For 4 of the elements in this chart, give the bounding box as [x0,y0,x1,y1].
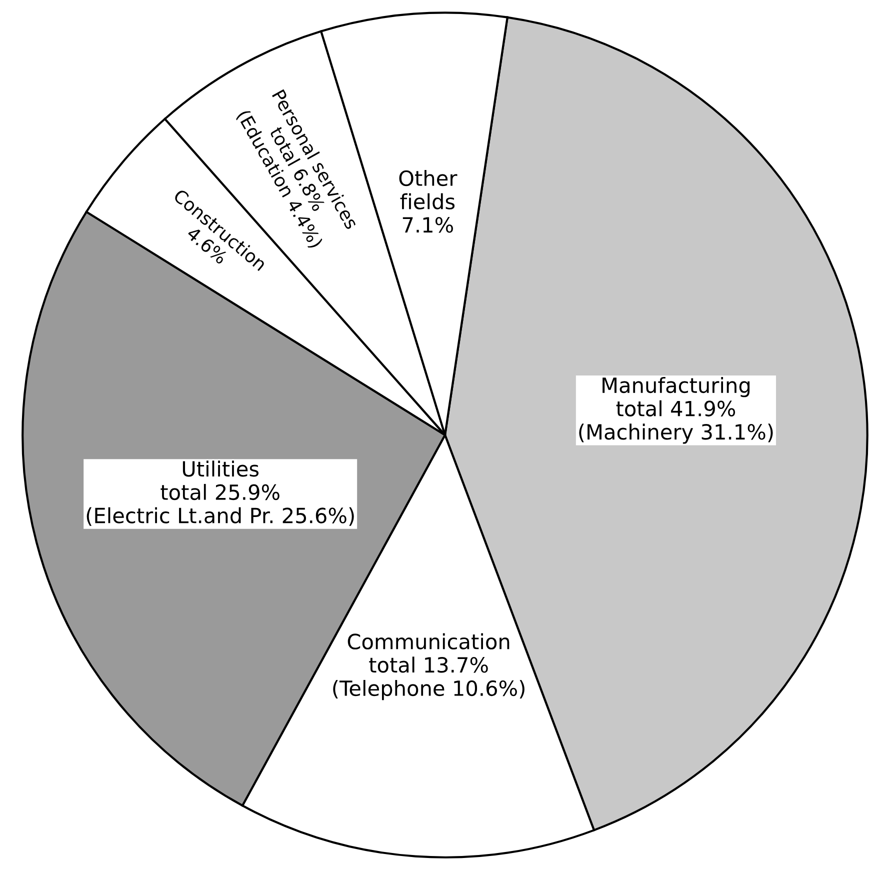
slice-label: Communication total 13.7% (Telephone 10.6%) [333,633,524,700]
slice-label: Other fields 7.1% [399,170,458,233]
slice-label: Utilities total 25.9% (Electric Lt.and Pr. 25.6%) [86,460,354,526]
slice-label: Manufacturing total 41.9% (Machinery 31.1%) [579,376,773,444]
